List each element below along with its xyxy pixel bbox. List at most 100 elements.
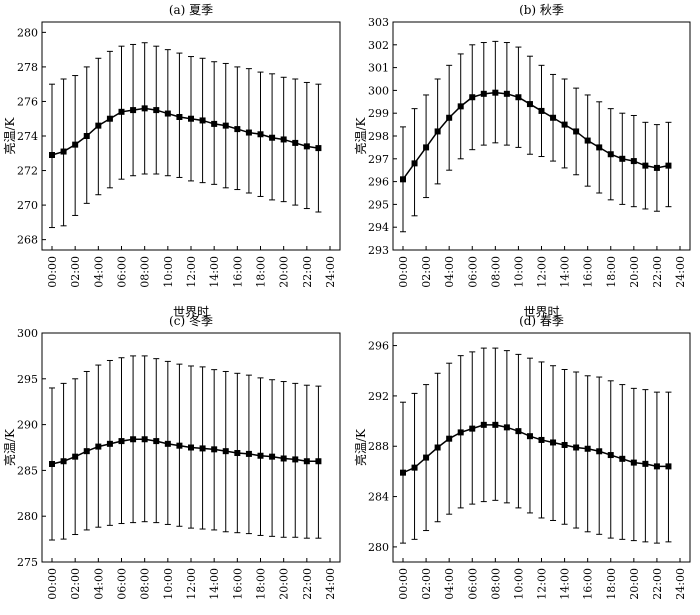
y-tick-label: 272 [17, 165, 38, 178]
data-point [141, 436, 148, 443]
chart-panel-4: (d) 春季 280 284 288 292 296 00:00 02:00 04:00 06:0… [353, 314, 691, 600]
data-point [222, 448, 229, 455]
x-tick-label: 24:00 [324, 256, 337, 288]
x-tick-label: 18:00 [255, 256, 268, 288]
x-tick-label: 20:00 [278, 256, 291, 288]
data-point [492, 421, 499, 428]
mean-line [51, 107, 319, 156]
y-tick-label: 292 [368, 390, 389, 403]
data-point [515, 94, 522, 101]
x-tick-label: 00:00 [397, 568, 410, 600]
data-point [596, 144, 603, 151]
y-tick-label: 284 [368, 491, 389, 504]
data-point [153, 438, 160, 445]
mean-line [402, 91, 669, 180]
x-tick-label: 02:00 [420, 256, 433, 288]
data-point [199, 445, 206, 452]
x-tick-label: 02:00 [69, 256, 82, 288]
x-tick-label: 12:00 [185, 256, 198, 288]
data-point [561, 121, 568, 128]
y-tick-label: 298 [368, 130, 389, 143]
y-tick-label: 290 [17, 419, 38, 432]
data-point [211, 120, 218, 127]
x-tick-label: 12:00 [536, 568, 549, 600]
data-point [457, 429, 464, 436]
data-point [164, 110, 171, 117]
x-tick-label: 20:00 [278, 568, 291, 600]
x-tick-label: 14:00 [559, 256, 572, 288]
data-point [269, 134, 276, 141]
data-point [60, 148, 67, 155]
data-point [503, 424, 510, 431]
data-point [106, 440, 113, 447]
data-point [584, 137, 591, 144]
chart-panel-1: (a) 夏季 268 270 272 274 276 278 280 00:00 02:00 04:… [2, 3, 341, 319]
x-tick-label: 06:00 [466, 256, 479, 288]
y-tick-label: 278 [17, 61, 38, 74]
data-point [457, 103, 464, 110]
data-point [315, 458, 322, 465]
y-tick-label: 276 [17, 95, 38, 108]
x-tick-label: 22:00 [301, 568, 314, 600]
data-point [515, 428, 522, 435]
data-point [503, 90, 510, 97]
data-point [665, 463, 672, 470]
x-tick-label: 18:00 [605, 568, 618, 600]
data-point [653, 164, 660, 171]
x-tick-label: 04:00 [92, 256, 105, 288]
data-point [130, 107, 137, 114]
data-point [176, 442, 183, 449]
y-tick-label: 275 [17, 556, 38, 569]
data-point [619, 155, 626, 162]
chart-title: (d) 春季 [519, 314, 564, 328]
data-point [280, 136, 287, 143]
data-point [400, 469, 406, 476]
x-tick-label: 06:00 [466, 568, 479, 600]
data-point [118, 108, 125, 115]
x-axis-label: 世界时 [523, 305, 559, 319]
chart-panel-3: (c) 冬季 275 280 285 290 295 300 00:00 02:00 04:00 0… [2, 313, 341, 600]
y-tick-label: 280 [17, 26, 38, 39]
x-tick-label: 14:00 [208, 568, 221, 600]
y-tick-label: 301 [368, 62, 389, 75]
data-point [222, 122, 229, 129]
data-point [492, 89, 499, 96]
x-tick-label: 10:00 [162, 256, 175, 288]
x-tick-label: 24:00 [324, 568, 337, 600]
x-tick-label: 00:00 [397, 256, 410, 288]
data-point [411, 464, 418, 471]
x-tick-label: 02:00 [69, 568, 82, 600]
x-tick-label: 22:00 [651, 256, 664, 288]
data-point [95, 443, 102, 450]
data-point [199, 117, 206, 124]
x-tick-label: 02:00 [420, 568, 433, 600]
x-tick-label: 10:00 [512, 568, 525, 600]
data-point [480, 90, 487, 97]
x-tick-label: 08:00 [139, 256, 152, 288]
y-tick-label: 303 [368, 16, 389, 29]
data-point [665, 162, 672, 169]
data-point [292, 139, 299, 146]
x-tick-label: 00:00 [46, 568, 59, 600]
data-point [83, 133, 90, 139]
x-tick-label: 16:00 [582, 568, 595, 600]
data-point [118, 438, 125, 445]
y-tick-label: 302 [368, 39, 389, 52]
y-tick-label: 285 [17, 464, 38, 477]
data-point [83, 448, 90, 455]
x-tick-label: 18:00 [605, 256, 618, 288]
data-point [60, 458, 67, 465]
x-tick-label: 20:00 [628, 568, 641, 600]
x-tick-label: 08:00 [489, 568, 502, 600]
data-point [642, 460, 649, 467]
chart-panel-2: (b) 秋季 293 294 295 296 297 298 299 300 301 302 303 0… [353, 3, 691, 319]
data-point [269, 453, 276, 460]
data-point [584, 445, 591, 452]
x-tick-label: 10:00 [512, 256, 525, 288]
data-point [434, 444, 441, 451]
x-tick-label: 00:00 [46, 256, 59, 288]
data-point [573, 128, 580, 135]
y-tick-label: 297 [368, 153, 389, 166]
y-tick-label: 293 [368, 244, 389, 257]
